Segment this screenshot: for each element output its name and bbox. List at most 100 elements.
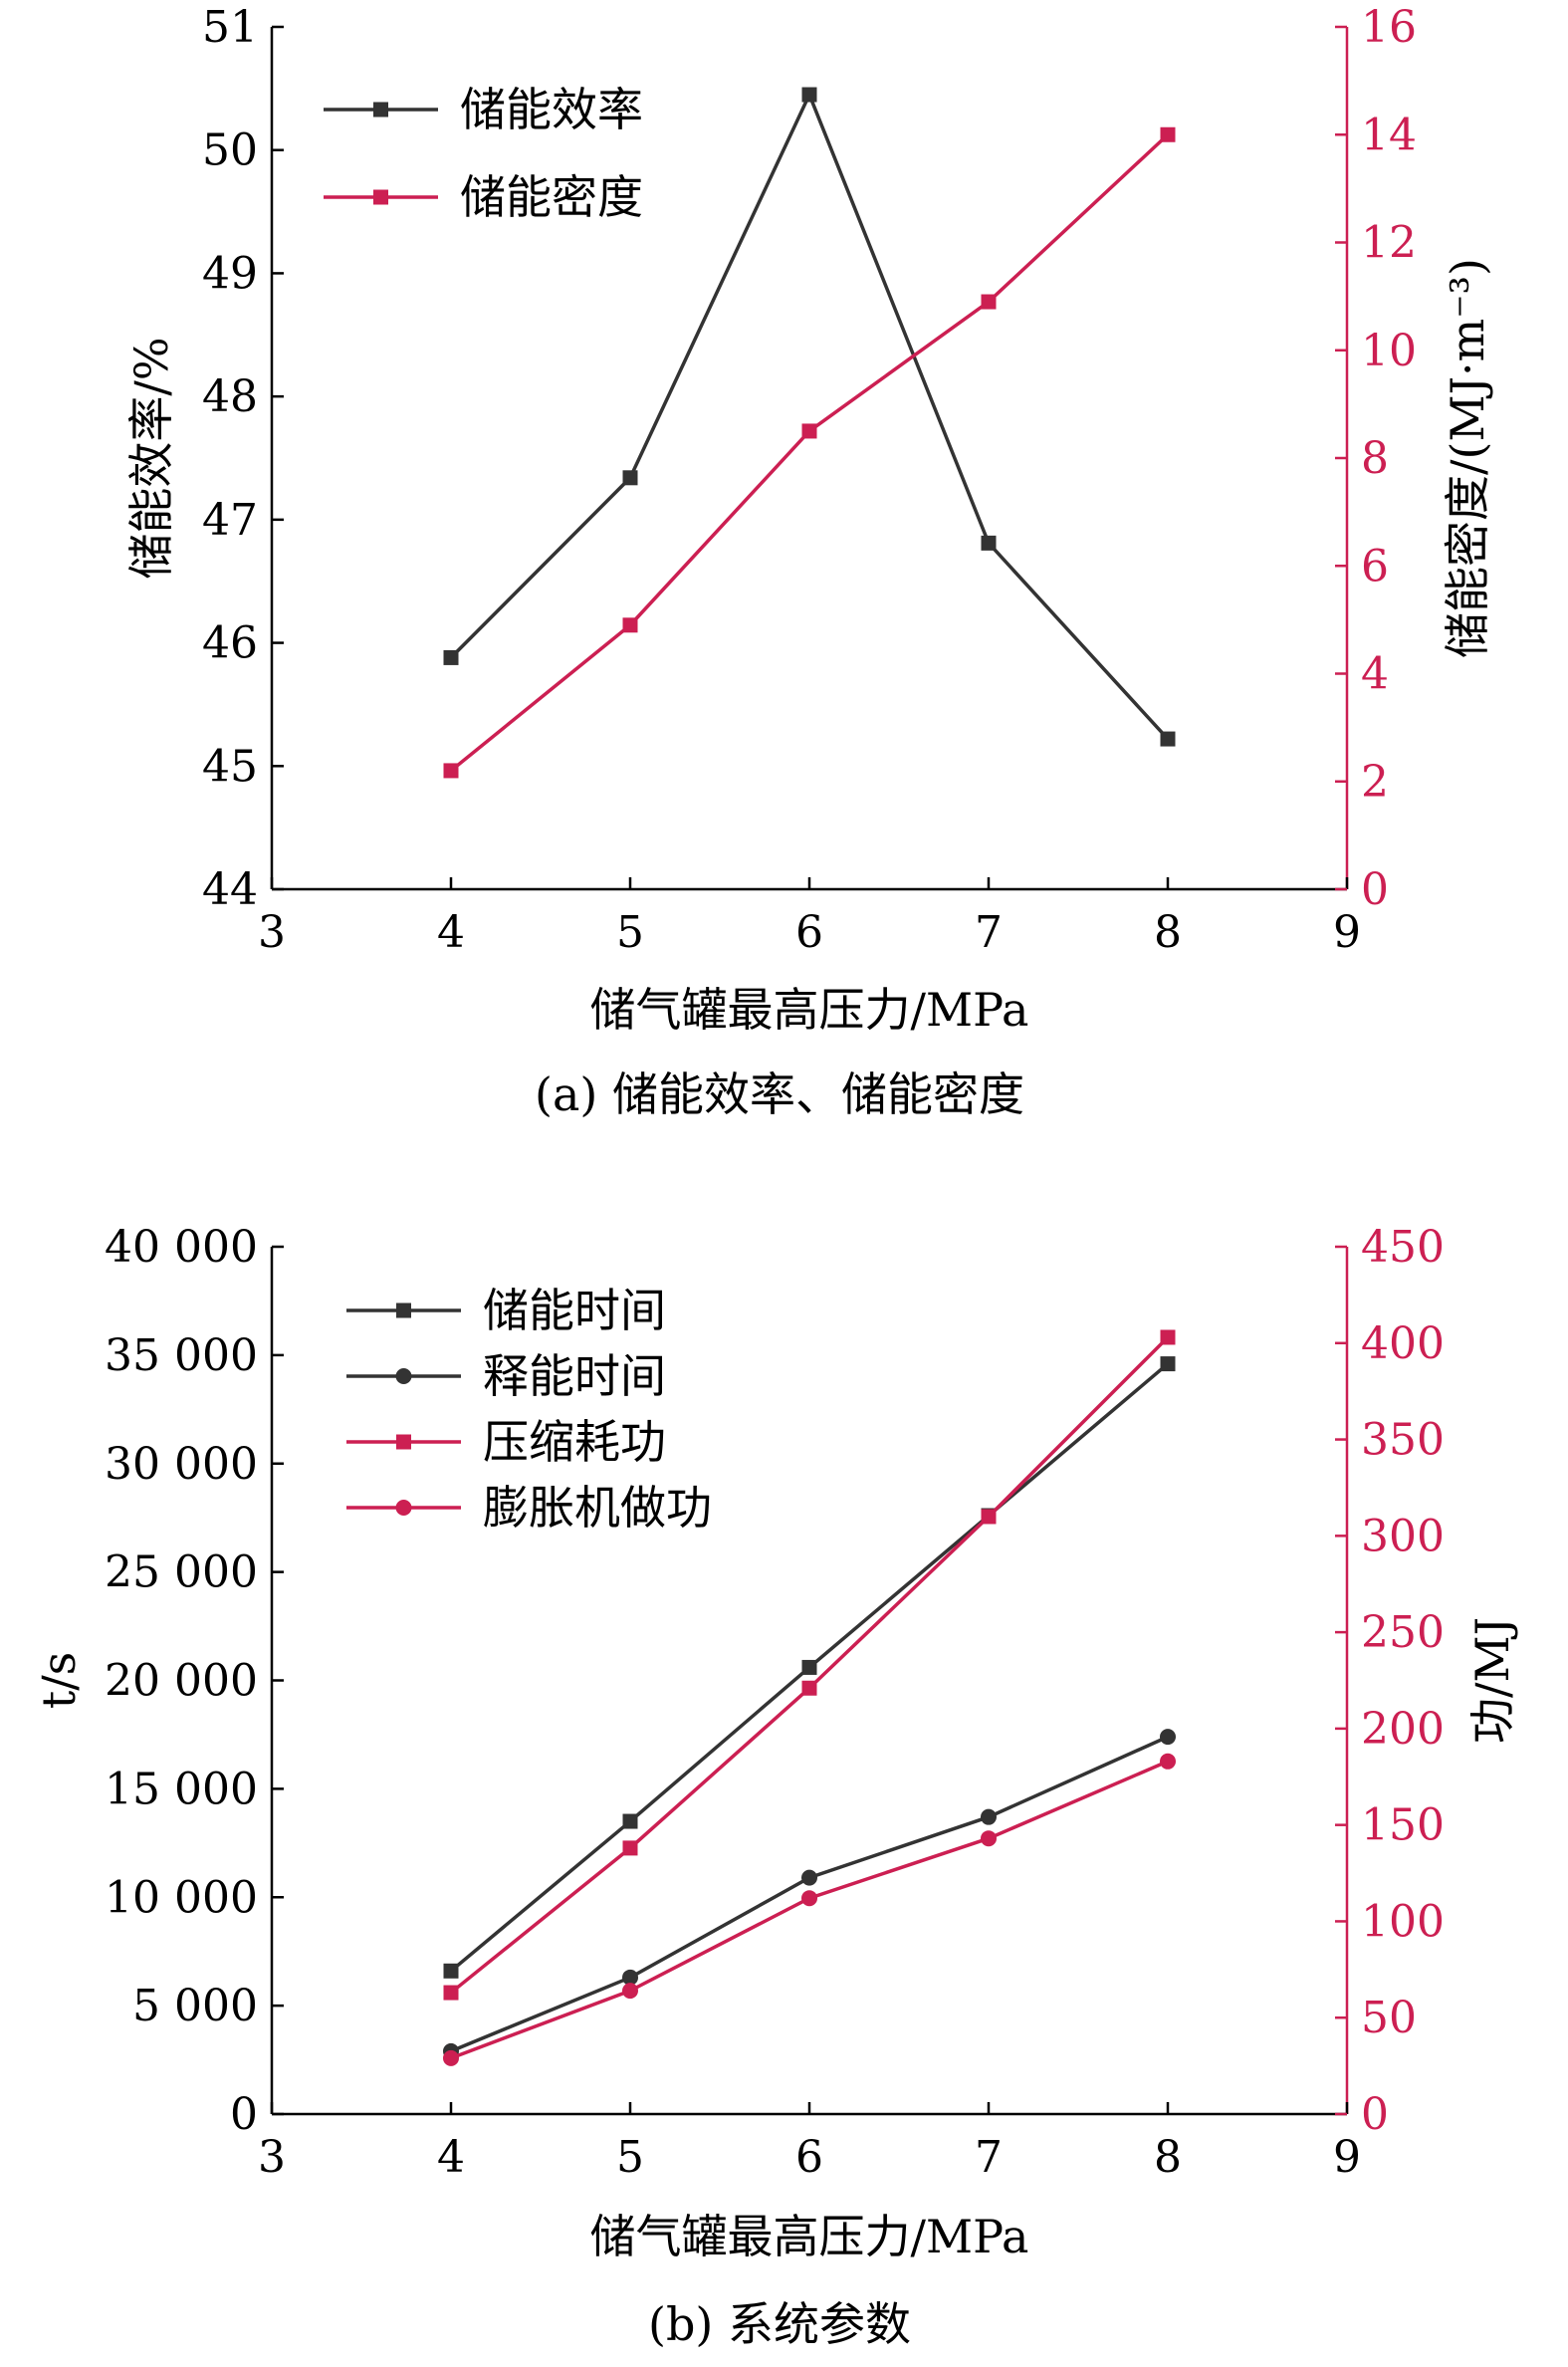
data-point (981, 535, 997, 551)
chart-b: 3 4 5 6 7 8 90 5 000 10 000 15 000 20 000 25 000 30 … (32, 1222, 1519, 2351)
chart-a: 3 4 5 6 7 8 944454647484950510246810121416储气罐最… (124, 2, 1494, 1121)
data-point (443, 2049, 459, 2066)
x-tick-label: 6 (795, 2132, 823, 2183)
data-point (622, 617, 638, 633)
legend-label: 压缩耗功 (483, 1415, 666, 1469)
data-point (443, 649, 459, 665)
right-y-tick-label: 14 (1361, 110, 1417, 160)
right-y-tick-label: 8 (1361, 433, 1389, 484)
data-point (981, 294, 997, 310)
right-y-tick-label: 12 (1361, 218, 1417, 269)
right-y-tick-label: 16 (1361, 2, 1417, 53)
left-y-tick-label: 20 000 (105, 1656, 258, 1707)
left-y-tick-label: 46 (202, 618, 258, 669)
data-point (801, 87, 817, 103)
figure-caption: (b) 系统参数 (648, 2297, 911, 2351)
data-point (1160, 1753, 1176, 1770)
right-y-tick-label: 4 (1361, 649, 1389, 700)
legend-label: 膨胀机做功 (483, 1481, 712, 1535)
x-tick-label: 6 (795, 907, 823, 958)
data-point (1160, 1329, 1176, 1345)
left-y-tick-label: 15 000 (105, 1764, 258, 1814)
legend-marker (396, 1302, 411, 1318)
series-1 (443, 87, 1176, 747)
left-y-tick-label: 48 (202, 371, 258, 422)
data-point (1160, 126, 1176, 142)
left-y-axis-label: 储能效率/% (124, 337, 178, 579)
data-point (801, 1869, 817, 1886)
legend-marker (373, 189, 388, 205)
data-point (622, 1969, 638, 1986)
data-point (801, 1680, 817, 1696)
right-y-tick-label: 50 (1361, 1993, 1417, 2043)
data-point (1160, 1729, 1176, 1746)
right-y-tick-label: 300 (1361, 1511, 1445, 1561)
legend-marker (395, 1368, 412, 1384)
series-line (450, 1760, 1169, 2060)
data-point (622, 1983, 638, 2000)
x-tick-label: 8 (1154, 907, 1182, 958)
left-y-tick-label: 47 (202, 495, 258, 546)
series-2 (443, 126, 1176, 779)
x-tick-label: 7 (975, 907, 1003, 958)
left-y-tick-label: 30 000 (105, 1439, 258, 1490)
x-tick-label: 9 (1333, 2132, 1361, 2183)
figure-caption: (a) 储能效率、储能密度 (535, 1067, 1024, 1121)
right-y-tick-label: 0 (1361, 864, 1389, 915)
data-point (622, 1813, 638, 1829)
series-4 (443, 1753, 1176, 2066)
data-point (1160, 731, 1176, 747)
x-tick-label: 8 (1154, 2132, 1182, 2183)
right-y-tick-label: 2 (1361, 757, 1389, 808)
right-y-tick-label: 250 (1361, 1607, 1445, 1658)
data-point (622, 470, 638, 486)
data-point (443, 1963, 459, 1979)
x-tick-label: 3 (258, 2132, 286, 2183)
left-y-tick-label: 25 000 (105, 1547, 258, 1598)
left-y-tick-label: 35 000 (105, 1330, 258, 1381)
right-y-tick-label: 350 (1361, 1415, 1445, 1466)
right-y-tick-label: 10 (1361, 326, 1417, 376)
legend-marker (395, 1500, 412, 1516)
data-point (443, 763, 459, 779)
left-y-tick-label: 49 (202, 248, 258, 299)
x-tick-label: 4 (437, 2132, 465, 2183)
left-y-tick-label: 5 000 (132, 1981, 258, 2031)
data-point (622, 1840, 638, 1856)
data-point (981, 1830, 997, 1847)
left-y-tick-label: 51 (202, 2, 258, 53)
x-tick-label: 5 (616, 2132, 644, 2183)
x-tick-label: 7 (975, 2132, 1003, 2183)
series-line (449, 132, 1170, 773)
data-point (801, 1890, 817, 1907)
x-axis-label: 储气罐最高压力/MPa (590, 983, 1029, 1037)
right-y-tick-label: 100 (1361, 1896, 1445, 1947)
left-y-tick-label: 44 (202, 864, 258, 915)
right-y-tick-label: 400 (1361, 1318, 1445, 1369)
x-tick-label: 3 (258, 907, 286, 958)
right-y-tick-label: 6 (1361, 541, 1389, 592)
data-point (443, 1985, 459, 2001)
legend-label: 储能效率 (460, 83, 643, 136)
right-y-tick-label: 0 (1361, 2089, 1389, 2140)
data-point (981, 1808, 997, 1825)
legend-label: 储能时间 (483, 1284, 666, 1337)
legend-marker (373, 102, 388, 118)
data-point (801, 423, 817, 439)
left-y-tick-label: 10 000 (105, 1872, 258, 1923)
right-y-axis-label: 功/MJ (1465, 1617, 1519, 1744)
right-y-tick-label: 150 (1361, 1800, 1445, 1851)
legend-marker (396, 1434, 411, 1450)
legend-label: 储能密度 (460, 170, 643, 224)
x-tick-label: 5 (616, 907, 644, 958)
left-y-tick-label: 45 (202, 741, 258, 792)
series-3 (443, 1329, 1176, 2001)
data-point (981, 1509, 997, 1525)
right-y-tick-label: 200 (1361, 1704, 1445, 1755)
left-y-axis-label: t/s (32, 1652, 86, 1710)
legend-label: 释能时间 (483, 1349, 666, 1403)
x-tick-label: 4 (437, 907, 465, 958)
